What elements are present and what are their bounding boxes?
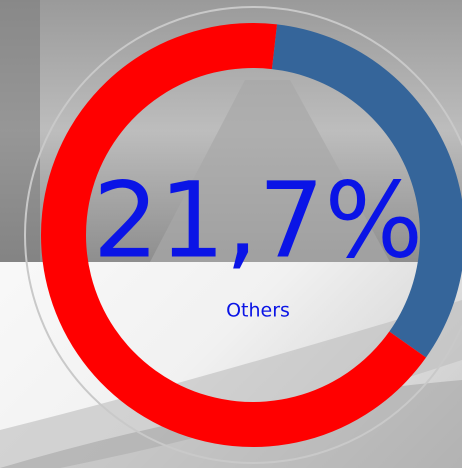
center-caption: Others bbox=[226, 300, 290, 322]
donut-segment bbox=[271, 24, 462, 358]
center-value: 21,7% bbox=[93, 159, 423, 281]
donut bbox=[41, 23, 462, 448]
